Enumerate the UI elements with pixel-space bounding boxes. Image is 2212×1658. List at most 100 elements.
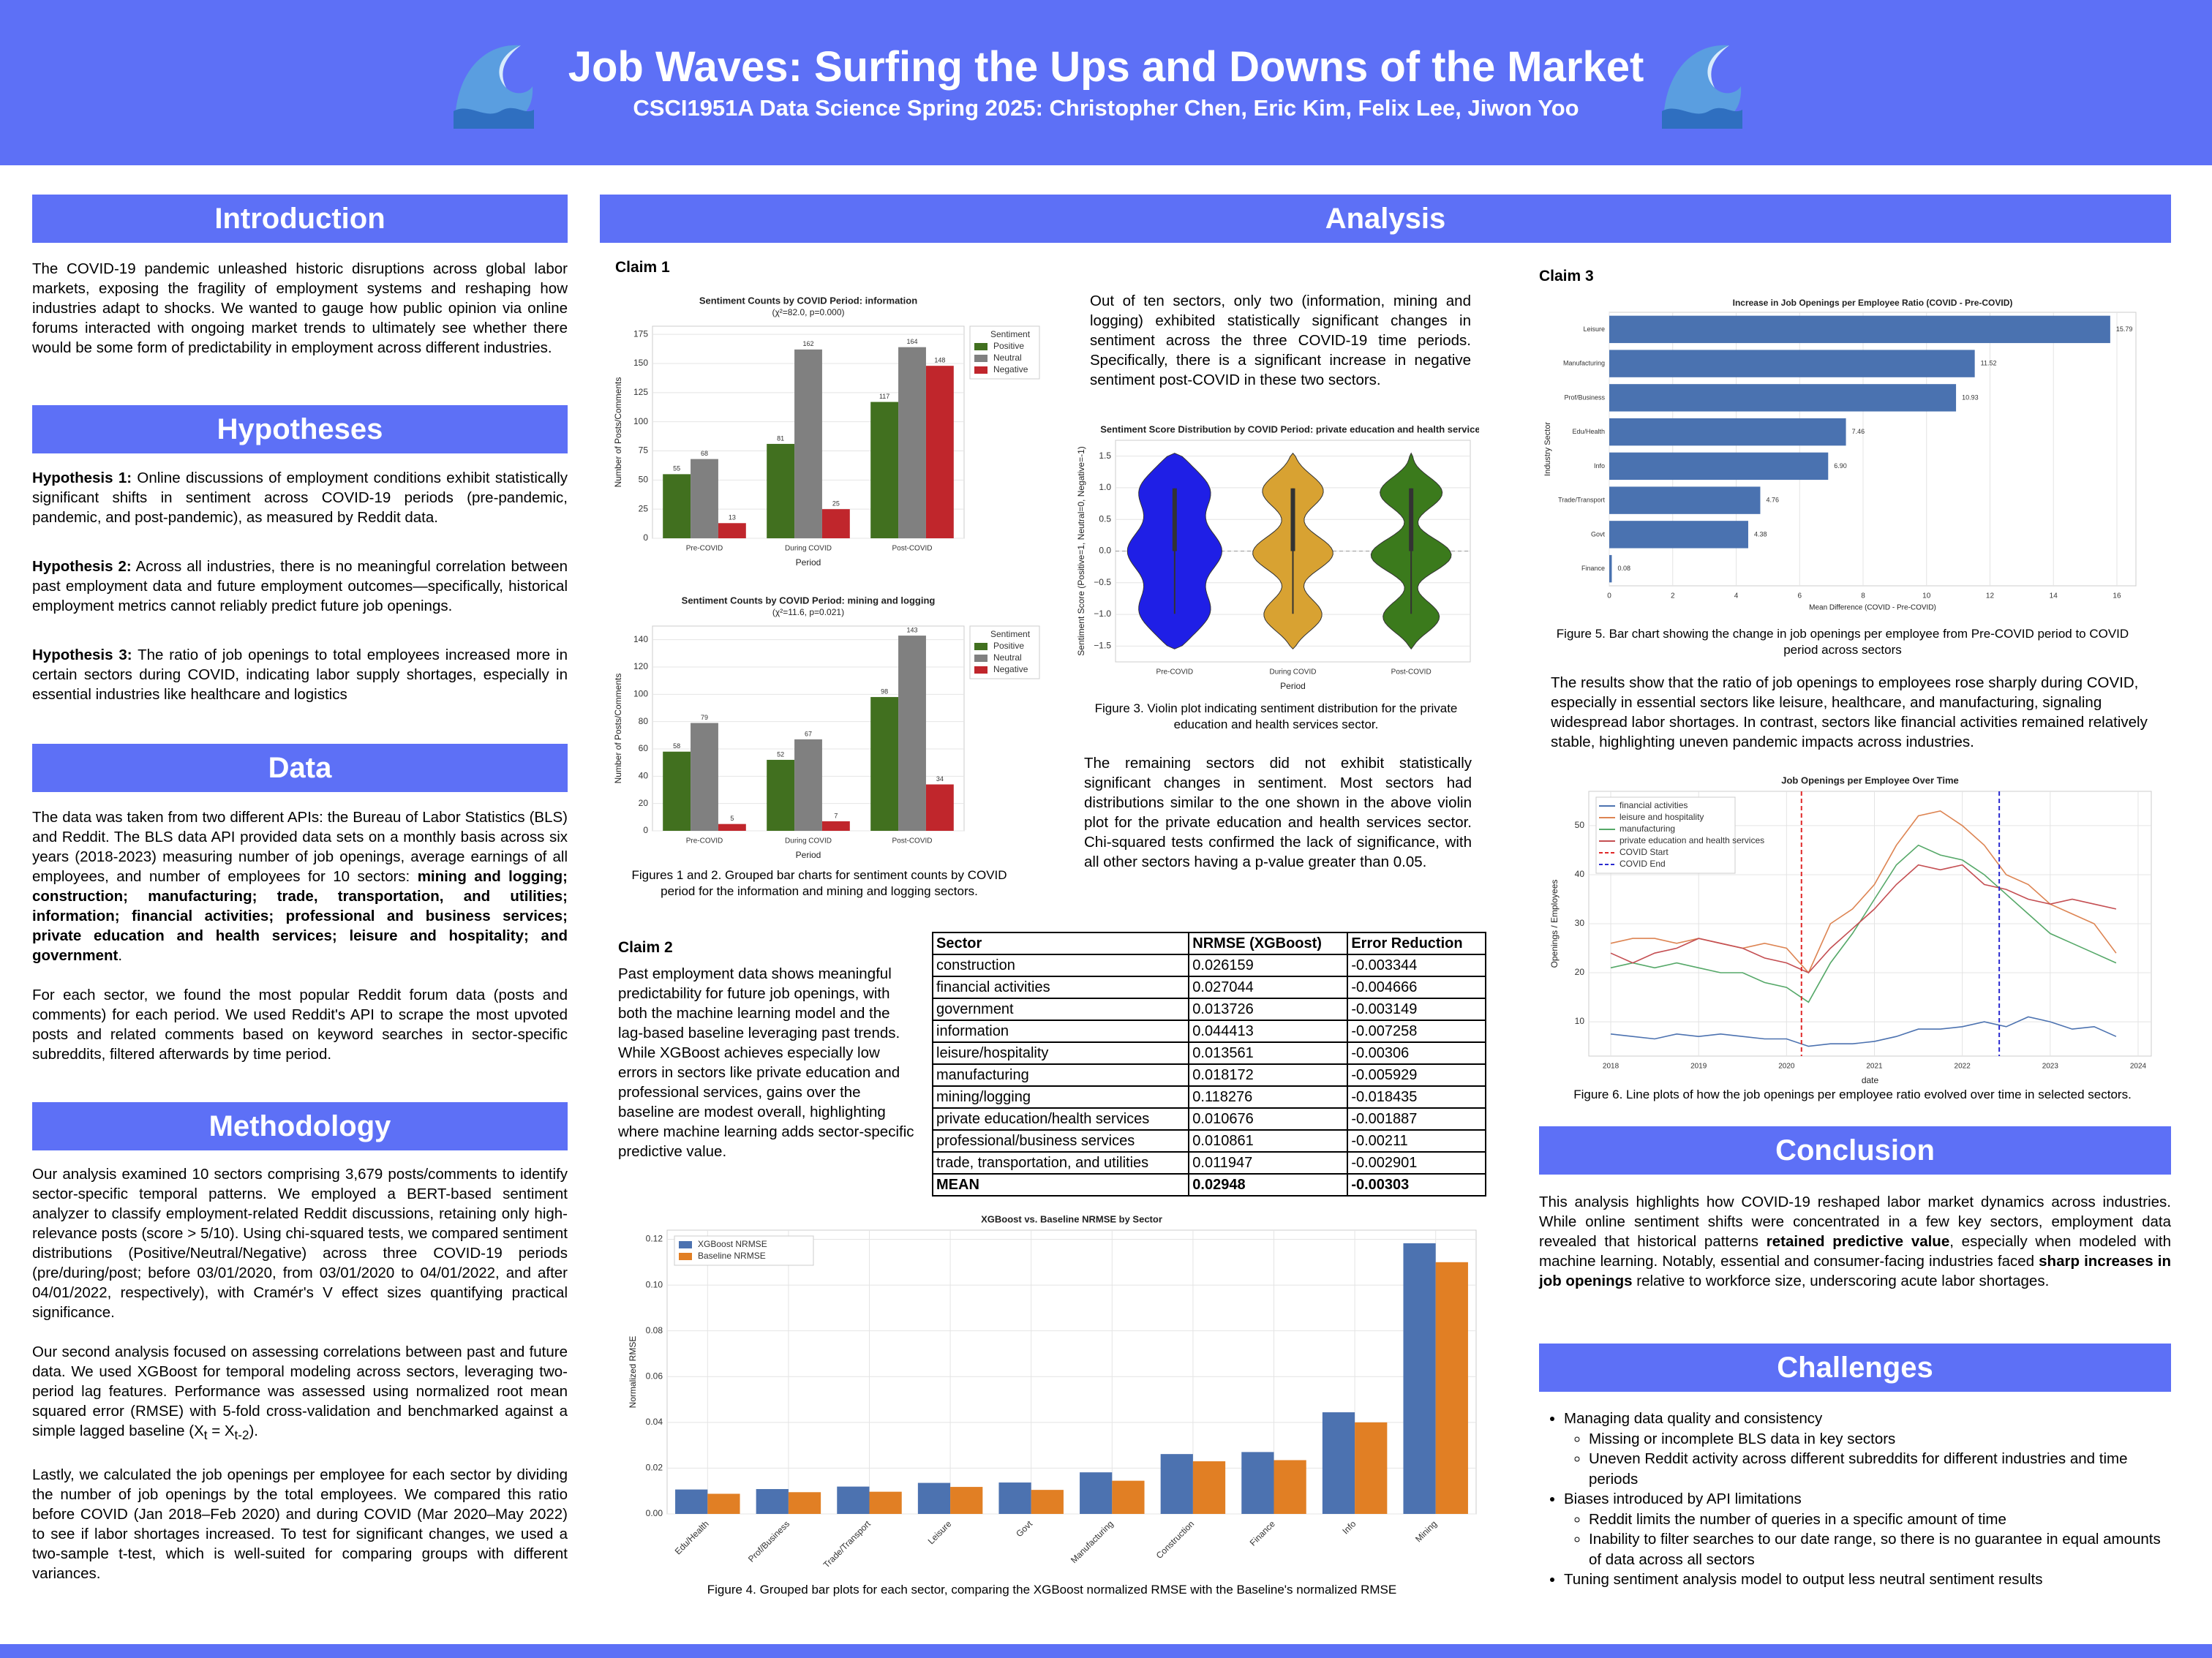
y-tick-label: Trade/Transport — [1558, 497, 1605, 504]
bar-label: 162 — [802, 340, 813, 347]
bar-label: 11.52 — [1981, 360, 1997, 367]
table-row: private education/health services 0.01067… — [931, 1107, 1486, 1131]
x-tick-label: During COVID — [785, 837, 832, 845]
hypothesis-label: Hypothesis 2: — [32, 558, 132, 575]
table-cell: -0.001887 — [1347, 1107, 1486, 1131]
chart: 0 20 40 60 80 100 120 140 Pre-COVID During COVID P… — [613, 595, 1040, 860]
chart-subtitle: (χ²=11.6, p=0.021) — [772, 607, 844, 617]
y-tick-label: Info — [1594, 462, 1605, 470]
legend-label: COVID End — [1620, 859, 1666, 869]
caption: Figure 5. Bar chart showing the change i… — [1556, 627, 2129, 657]
table-row: manufacturing 0.018172 -0.005929 — [931, 1063, 1486, 1087]
claim-label: Claim 2 — [618, 939, 673, 956]
bar — [1355, 1422, 1388, 1514]
text-run: Lastly, we calculated the job openings p… — [32, 1466, 568, 1583]
bar — [998, 1482, 1031, 1514]
y-tick-label: 120 — [633, 661, 648, 671]
bar-label: 15.79 — [2116, 325, 2133, 333]
table-cell: leisure/hospitality — [931, 1041, 1190, 1065]
bar — [756, 1489, 789, 1514]
section-heading: Conclusion — [1539, 1126, 2171, 1175]
intro-text: The COVID-19 pandemic unleashed historic… — [32, 260, 568, 356]
y-tick-label: Leisure — [1583, 325, 1605, 333]
text-run: . — [118, 947, 123, 964]
text-run: Our analysis examined 10 sectors compris… — [32, 1166, 568, 1321]
section-heading: Methodology — [32, 1102, 568, 1150]
text-run: Our second analysis focused on assessing… — [32, 1344, 568, 1439]
y-tick-label: 60 — [639, 743, 649, 753]
section-heading: Introduction — [32, 195, 568, 243]
wave-icon — [454, 45, 534, 129]
x-tick-label: Post-COVID — [892, 545, 932, 553]
bar-label: 81 — [777, 434, 784, 442]
chart: 0 25 50 75 100 125 150 175 Pre-COVID During COVID… — [613, 295, 1040, 568]
text-run: , especially when modeled with machine l… — [1539, 1233, 2172, 1270]
x-axis-label: Period — [1280, 681, 1306, 691]
bar — [1609, 350, 1975, 377]
table-header-cell: Error Reduction — [1347, 932, 1486, 955]
y-tick-label: 0.5 — [1099, 513, 1111, 524]
x-axis-label: Period — [796, 557, 821, 568]
table-cell: -0.002901 — [1347, 1151, 1486, 1175]
x-tick-label: 0 — [1607, 592, 1611, 600]
legend-swatch — [974, 655, 988, 662]
y-axis-label: Sentiment Score (Positive=1, Neutral=0, … — [1076, 446, 1086, 655]
claim-text: The results show that the ratio of job o… — [1551, 674, 2148, 750]
table-cell: 0.02948 — [1188, 1173, 1349, 1197]
table-cell: -0.00306 — [1347, 1041, 1486, 1065]
y-axis-label: Normalized RMSE — [628, 1336, 638, 1409]
table-cell: 0.013726 — [1188, 998, 1349, 1021]
caption: Figure 4. Grouped bar plots for each sec… — [707, 1583, 1397, 1597]
x-tick-label: Prof/Business — [746, 1518, 791, 1564]
bar — [1241, 1452, 1274, 1514]
hypothesis-label: Hypothesis 3: — [32, 647, 132, 663]
bar — [1031, 1490, 1064, 1514]
bar-label: 13 — [729, 514, 736, 521]
bar — [821, 821, 850, 831]
bar — [898, 347, 926, 538]
paragraph: For each sector, we found the most popul… — [32, 985, 568, 1064]
text-run: relative to workforce size, underscoring… — [1632, 1273, 2050, 1289]
bar-label: 79 — [701, 714, 708, 721]
bar — [718, 824, 746, 831]
y-tick-label: 0.0 — [1099, 546, 1111, 556]
table-cell: professional/business services — [931, 1129, 1190, 1153]
claim-label: Claim 3 — [1539, 268, 1594, 285]
chart-title: Job Openings per Employee Over Time — [1781, 775, 1959, 785]
y-tick-label: 50 — [1575, 820, 1585, 830]
x-tick-label: Finance — [1248, 1518, 1277, 1548]
legend-label: leisure and hospitality — [1620, 812, 1704, 822]
y-tick-label: −1.5 — [1094, 641, 1111, 651]
text-run: ). — [249, 1423, 259, 1439]
bar — [663, 751, 691, 831]
x-tick-label: Info — [1340, 1518, 1358, 1536]
y-tick-label: 125 — [633, 387, 648, 397]
x-tick-label: 2019 — [1690, 1063, 1707, 1071]
y-tick-label: 40 — [639, 771, 649, 781]
hypotheses-list: Hypothesis 1: Online discussions of empl… — [32, 468, 568, 734]
y-tick-label: 75 — [639, 445, 649, 456]
legend: financial activities leisure and hospital… — [1595, 796, 1764, 874]
chart: 10 20 30 40 50 2018 2019 2020 2021 2022 2023 2024 fi… — [1549, 775, 2152, 1085]
claim-text: Past employment data shows meaningful pr… — [618, 965, 914, 1160]
table-cell: 0.010676 — [1188, 1107, 1349, 1131]
y-tick-label: 0.02 — [646, 1463, 663, 1473]
bar-label: 4.76 — [1766, 497, 1779, 504]
x-tick-label: Pre-COVID — [686, 545, 723, 553]
bar — [691, 459, 718, 538]
y-tick-label: 40 — [1575, 869, 1585, 879]
table-cell: -0.004666 — [1347, 976, 1486, 999]
table-cell: -0.005929 — [1347, 1063, 1486, 1087]
y-tick-label: Prof/Business — [1564, 393, 1605, 401]
bar — [1112, 1480, 1145, 1514]
bar — [1192, 1461, 1226, 1514]
y-tick-label: 1.0 — [1099, 482, 1111, 492]
legend-box — [1595, 796, 1736, 874]
bar — [1609, 554, 1612, 583]
caption: Figures 1 and 2. Grouped bar charts for … — [631, 868, 1007, 898]
x-tick-label: 2020 — [1778, 1063, 1795, 1071]
table-cell: MEAN — [931, 1173, 1190, 1197]
table-row: leisure/hospitality 0.013561 -0.00306 — [931, 1041, 1486, 1065]
bar — [718, 523, 746, 538]
table-header-cell: Sector — [931, 932, 1190, 955]
